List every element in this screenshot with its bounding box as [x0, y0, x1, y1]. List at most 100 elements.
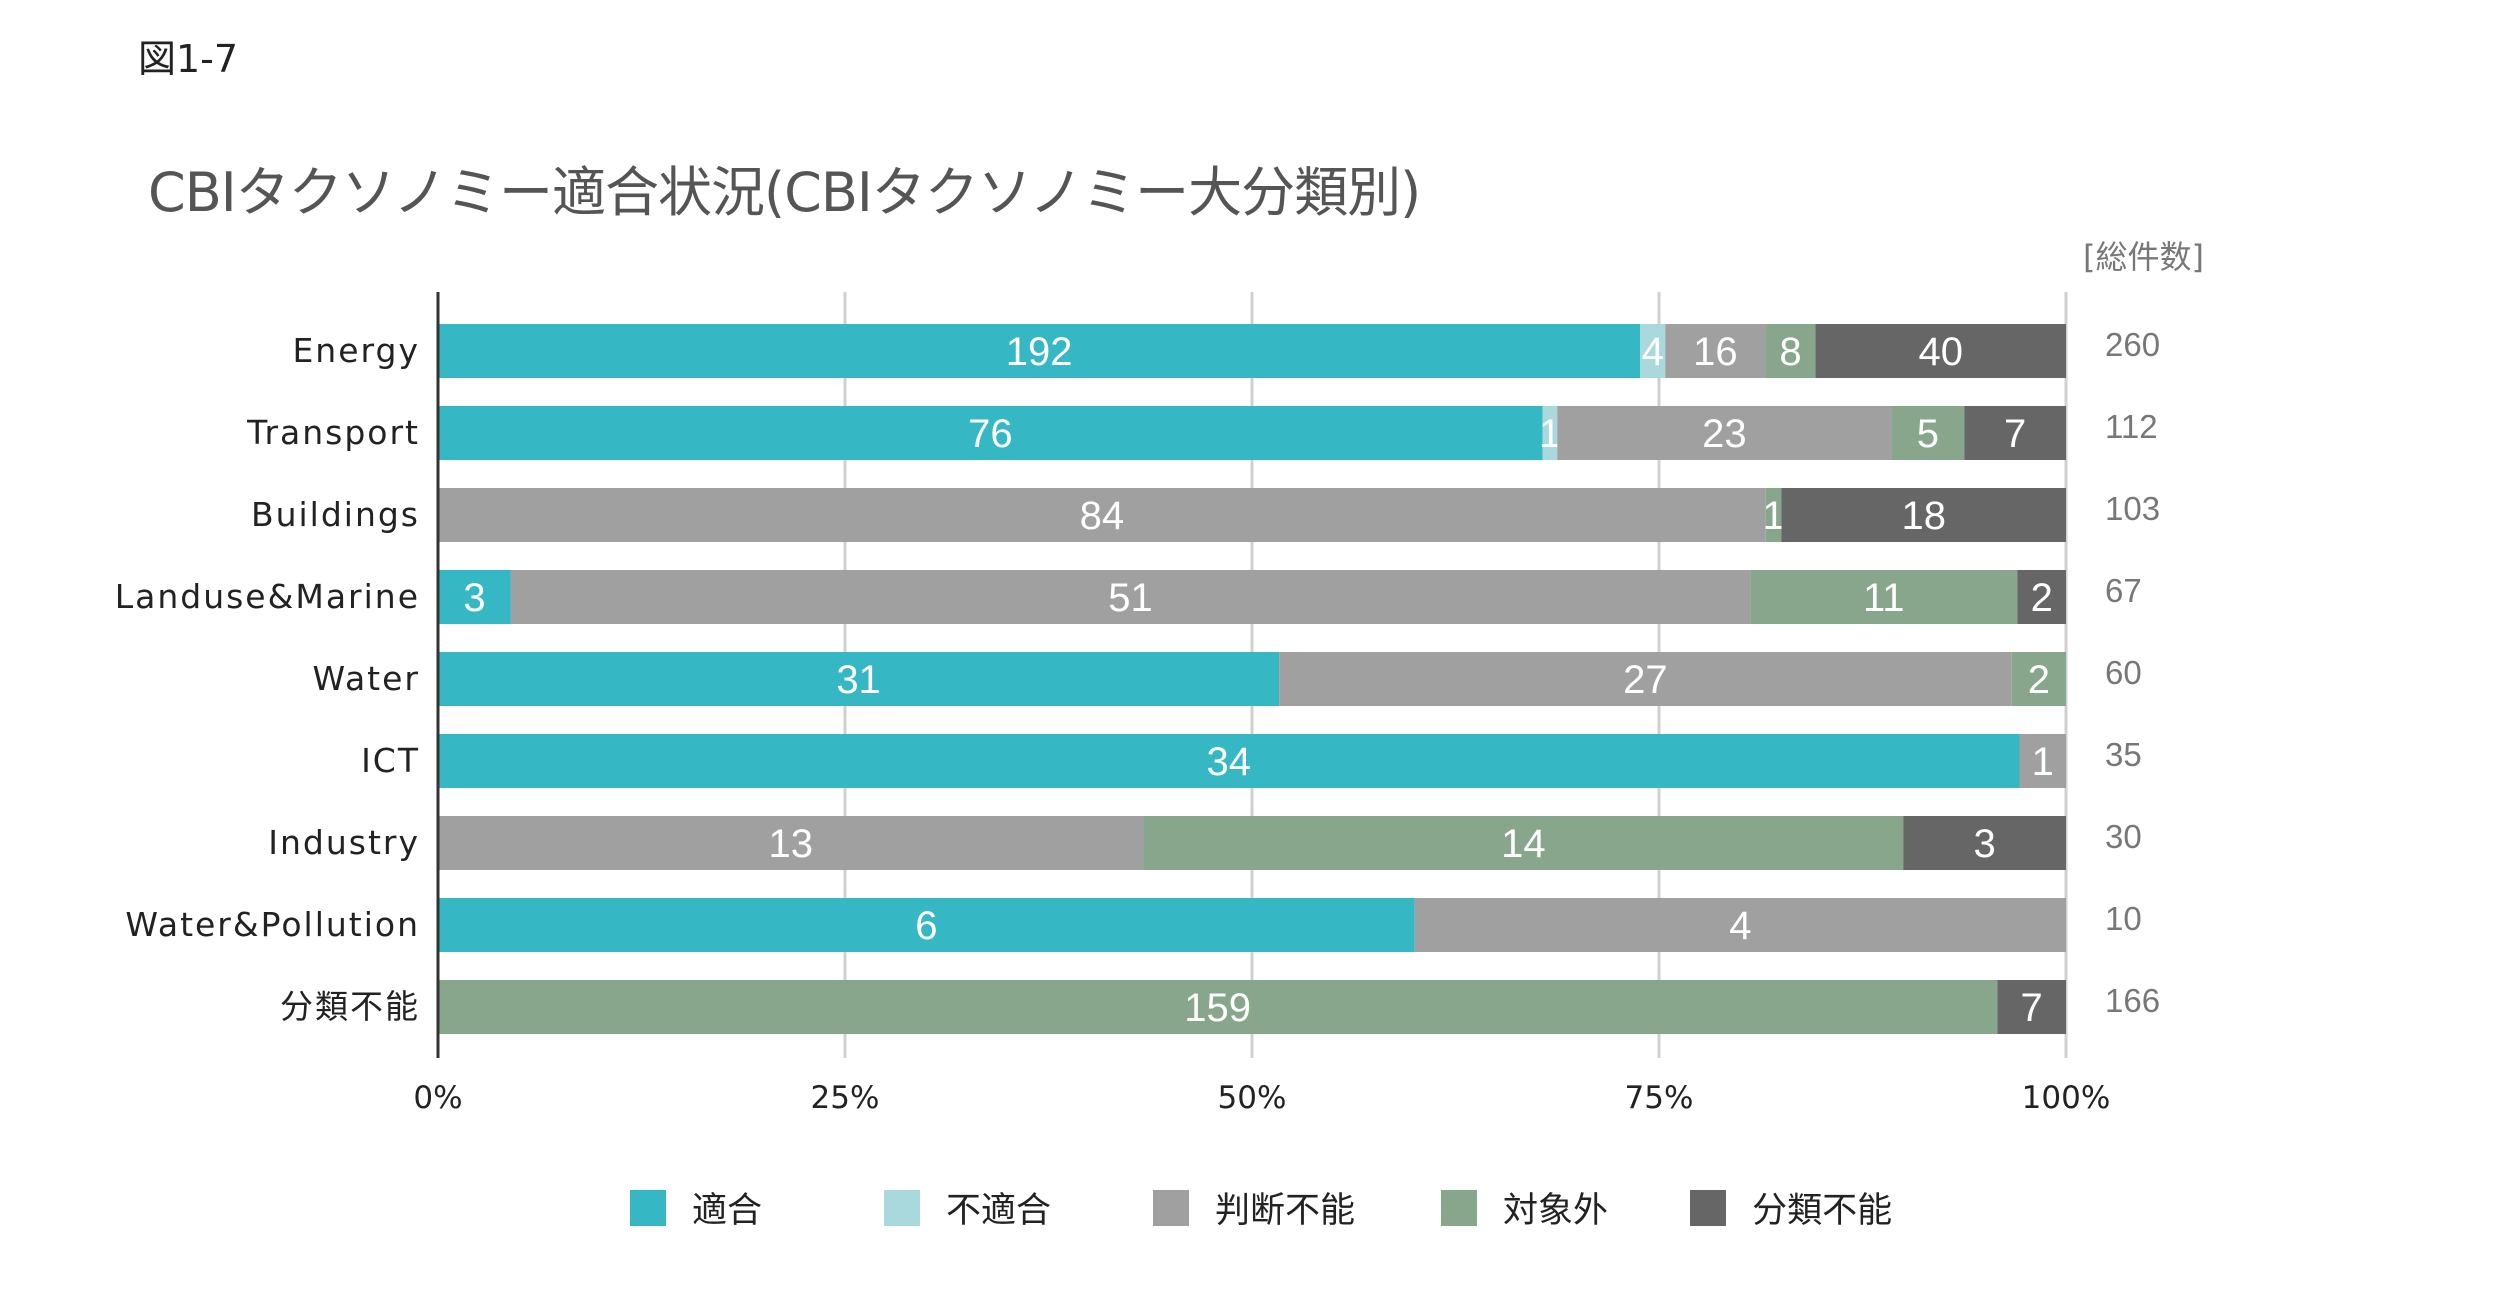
bar-segment	[438, 898, 1415, 952]
legend: 適合 不適合 判断不能 対象外 分類不能	[630, 1182, 1892, 1233]
data-label: 18	[1901, 494, 1946, 538]
data-label: 192	[1006, 330, 1073, 374]
data-label: 2	[2028, 658, 2050, 702]
data-label: 4	[1729, 904, 1751, 948]
data-label: 6	[915, 904, 937, 948]
category-label: Water&Pollution	[125, 905, 420, 944]
bar-segment	[1542, 406, 1558, 460]
legend-swatch	[1690, 1189, 1727, 1226]
data-label: 31	[836, 658, 881, 702]
bar-segment	[2011, 652, 2066, 706]
bar-segment	[1815, 324, 2066, 378]
bar-segment	[438, 324, 1641, 378]
total-count-header: [総件数]	[2083, 238, 2204, 276]
data-label: 7	[2021, 986, 2043, 1030]
data-label: 5	[1917, 412, 1939, 456]
data-label: 51	[1108, 576, 1153, 620]
bar-segment	[1765, 324, 1816, 378]
bar-segment	[438, 570, 511, 624]
total-count-label: 35	[2105, 736, 2142, 773]
legend-swatch	[1441, 1189, 1478, 1226]
x-tick-label: 75%	[1625, 1080, 1694, 1116]
bar-segment	[510, 570, 1751, 624]
bar-segment	[1903, 816, 2066, 870]
bar-segment	[1557, 406, 1892, 460]
legend-swatch	[630, 1189, 666, 1226]
x-tick-label: 100%	[2022, 1080, 2111, 1116]
bar-segment	[438, 652, 1280, 706]
category-label: 分類不能	[280, 987, 420, 1026]
legend-item: 判断不能	[1153, 1182, 1355, 1233]
data-label: 40	[1919, 330, 1964, 374]
bar-segment	[438, 488, 1766, 542]
legend-item: 適合	[630, 1182, 762, 1233]
bar-segment	[1891, 406, 1965, 460]
bar-segment	[2017, 570, 2066, 624]
category-label: Energy	[292, 331, 420, 370]
category-label: Water	[312, 659, 420, 698]
bar-segment	[438, 816, 1144, 870]
data-label: 8	[1779, 330, 1801, 374]
total-count-label: 10	[2105, 900, 2142, 937]
category-label: Industry	[268, 823, 420, 862]
data-label: 84	[1080, 494, 1125, 538]
data-label: 76	[968, 412, 1013, 456]
data-label: 23	[1702, 412, 1747, 456]
legend-label: 分類不能	[1752, 1191, 1893, 1231]
data-label: 1	[1762, 494, 1784, 538]
legend-item: 不適合	[884, 1182, 1051, 1233]
data-label: 7	[2004, 412, 2026, 456]
total-count-label: 103	[2105, 490, 2160, 527]
bar-segment	[1665, 324, 1766, 378]
bar-segment	[1997, 980, 2066, 1034]
data-label: 11	[1863, 576, 1905, 620]
total-count-label: 60	[2105, 654, 2142, 691]
data-label: 13	[768, 822, 813, 866]
total-count-label: 67	[2105, 572, 2142, 609]
bar-segment	[1781, 488, 2066, 542]
data-label: 3	[1973, 822, 1995, 866]
category-label: Landuse&Marine	[115, 577, 420, 616]
x-tick-label: 25%	[811, 1080, 880, 1116]
data-label: 4	[1642, 330, 1664, 374]
total-count-label: 166	[2105, 982, 2160, 1019]
bar-segment	[1279, 652, 2012, 706]
legend-item: 対象外	[1441, 1182, 1608, 1233]
category-label: Buildings	[251, 495, 420, 534]
data-label: 1	[2032, 740, 2054, 784]
data-label: 159	[1184, 986, 1251, 1030]
total-count-label: 260	[2105, 326, 2160, 363]
category-label: Transport	[246, 413, 420, 452]
legend-label: 対象外	[1503, 1191, 1609, 1231]
data-label: 16	[1693, 330, 1738, 374]
data-label: 14	[1501, 822, 1546, 866]
x-tick-label: 0%	[413, 1080, 462, 1116]
bar-segment	[1414, 898, 2066, 952]
bar-segment	[1640, 324, 1666, 378]
data-label: 3	[463, 576, 485, 620]
bar-segment	[2019, 734, 2066, 788]
data-label: 27	[1623, 658, 1668, 702]
bar-segment	[1964, 406, 2066, 460]
bar-segment	[1143, 816, 1904, 870]
legend-item: 分類不能	[1690, 1182, 1892, 1233]
chart-title: CBIタクソノミー適合状況(CBIタクソノミー大分類別)	[148, 161, 1421, 224]
bar-segment	[438, 980, 1998, 1034]
bar-segment	[438, 406, 1543, 460]
legend-label: 不適合	[946, 1191, 1052, 1231]
total-count-label: 30	[2105, 818, 2142, 855]
data-label: 34	[1206, 740, 1251, 784]
data-label: 2	[2031, 576, 2053, 620]
x-tick-label: 50%	[1218, 1080, 1287, 1116]
bar-segment	[1750, 570, 2018, 624]
legend-label: 適合	[692, 1191, 763, 1231]
bar-segment	[1765, 488, 1782, 542]
bar-segment	[438, 734, 2020, 788]
legend-label: 判断不能	[1215, 1191, 1356, 1231]
legend-swatch	[884, 1189, 921, 1226]
total-count-label: 112	[2105, 408, 2158, 445]
figure-label: 図1-7	[138, 37, 239, 81]
legend-swatch	[1153, 1189, 1190, 1226]
category-label: ICT	[361, 741, 420, 780]
